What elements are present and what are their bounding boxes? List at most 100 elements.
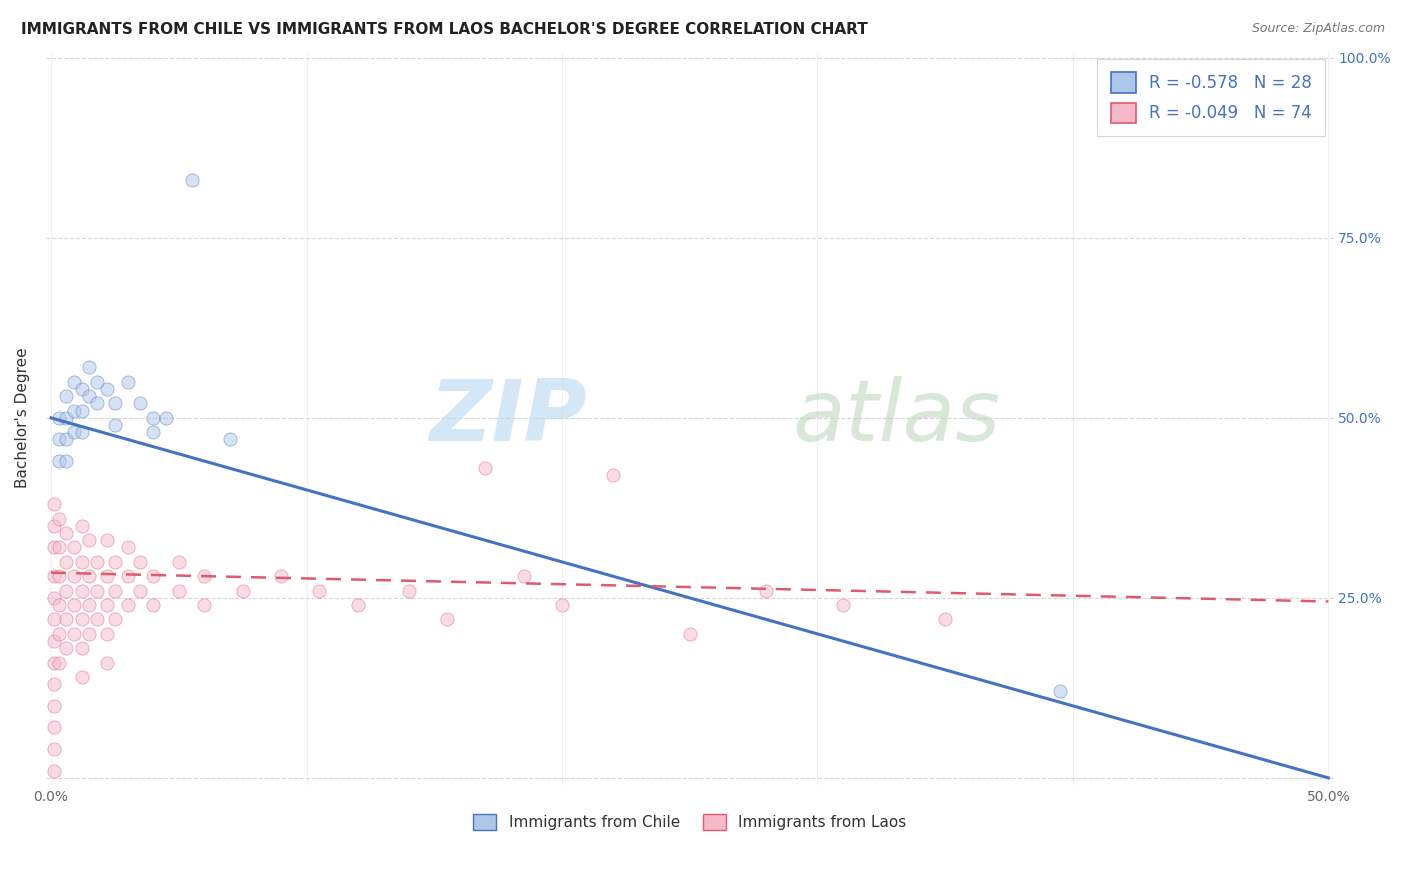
Point bbox=[180, 173, 202, 187]
Point bbox=[63, 541, 86, 555]
Point bbox=[48, 410, 70, 425]
Point bbox=[70, 670, 93, 684]
Point bbox=[48, 569, 70, 583]
Point bbox=[63, 425, 86, 440]
Point bbox=[70, 583, 93, 598]
Point bbox=[512, 569, 534, 583]
Point bbox=[55, 641, 77, 656]
Point bbox=[142, 598, 165, 612]
Point bbox=[96, 382, 118, 396]
Point bbox=[63, 598, 86, 612]
Point bbox=[679, 627, 702, 641]
Point bbox=[63, 569, 86, 583]
Point bbox=[48, 598, 70, 612]
Point bbox=[193, 569, 215, 583]
Point bbox=[42, 742, 65, 756]
Point bbox=[42, 634, 65, 648]
Point bbox=[346, 598, 368, 612]
Point bbox=[117, 598, 139, 612]
Point bbox=[117, 541, 139, 555]
Point bbox=[70, 519, 93, 533]
Point bbox=[167, 583, 190, 598]
Point bbox=[42, 519, 65, 533]
Point bbox=[86, 396, 108, 410]
Point bbox=[79, 598, 101, 612]
Point bbox=[79, 569, 101, 583]
Point bbox=[117, 569, 139, 583]
Point bbox=[79, 533, 101, 548]
Point bbox=[129, 555, 152, 569]
Point bbox=[48, 454, 70, 468]
Point bbox=[1049, 684, 1071, 698]
Point bbox=[104, 583, 127, 598]
Point bbox=[104, 612, 127, 626]
Point bbox=[129, 583, 152, 598]
Point bbox=[474, 461, 496, 475]
Point bbox=[755, 583, 778, 598]
Point bbox=[55, 389, 77, 403]
Point bbox=[63, 375, 86, 389]
Point bbox=[48, 511, 70, 525]
Point bbox=[42, 569, 65, 583]
Point bbox=[602, 468, 624, 483]
Point bbox=[42, 612, 65, 626]
Point bbox=[70, 641, 93, 656]
Point bbox=[551, 598, 574, 612]
Point bbox=[270, 569, 292, 583]
Point bbox=[96, 627, 118, 641]
Text: atlas: atlas bbox=[793, 376, 1001, 459]
Point bbox=[104, 555, 127, 569]
Point bbox=[96, 569, 118, 583]
Point bbox=[42, 698, 65, 713]
Point bbox=[42, 677, 65, 691]
Point bbox=[48, 433, 70, 447]
Point bbox=[55, 410, 77, 425]
Text: IMMIGRANTS FROM CHILE VS IMMIGRANTS FROM LAOS BACHELOR'S DEGREE CORRELATION CHAR: IMMIGRANTS FROM CHILE VS IMMIGRANTS FROM… bbox=[21, 22, 868, 37]
Point bbox=[104, 396, 127, 410]
Point bbox=[42, 541, 65, 555]
Point bbox=[42, 764, 65, 778]
Point bbox=[55, 612, 77, 626]
Point bbox=[86, 375, 108, 389]
Point bbox=[832, 598, 855, 612]
Point bbox=[55, 555, 77, 569]
Point bbox=[48, 541, 70, 555]
Point bbox=[63, 403, 86, 417]
Point bbox=[86, 583, 108, 598]
Text: Source: ZipAtlas.com: Source: ZipAtlas.com bbox=[1251, 22, 1385, 36]
Point bbox=[142, 410, 165, 425]
Point bbox=[86, 612, 108, 626]
Point bbox=[79, 389, 101, 403]
Point bbox=[70, 425, 93, 440]
Point bbox=[55, 433, 77, 447]
Point bbox=[142, 569, 165, 583]
Point bbox=[167, 555, 190, 569]
Point bbox=[42, 656, 65, 670]
Point bbox=[48, 627, 70, 641]
Point bbox=[86, 555, 108, 569]
Point bbox=[96, 656, 118, 670]
Point bbox=[70, 612, 93, 626]
Point bbox=[104, 418, 127, 433]
Point bbox=[79, 627, 101, 641]
Text: ZIP: ZIP bbox=[429, 376, 586, 459]
Point bbox=[219, 433, 242, 447]
Point bbox=[129, 396, 152, 410]
Point bbox=[436, 612, 458, 626]
Point bbox=[48, 656, 70, 670]
Legend: Immigrants from Chile, Immigrants from Laos: Immigrants from Chile, Immigrants from L… bbox=[467, 808, 912, 836]
Point bbox=[42, 497, 65, 511]
Point bbox=[934, 612, 956, 626]
Point bbox=[55, 526, 77, 541]
Point bbox=[70, 403, 93, 417]
Point bbox=[55, 454, 77, 468]
Point bbox=[70, 382, 93, 396]
Point bbox=[42, 591, 65, 605]
Point bbox=[308, 583, 330, 598]
Point bbox=[117, 375, 139, 389]
Point bbox=[96, 533, 118, 548]
Point bbox=[155, 410, 177, 425]
Point bbox=[55, 583, 77, 598]
Point bbox=[398, 583, 420, 598]
Point bbox=[70, 555, 93, 569]
